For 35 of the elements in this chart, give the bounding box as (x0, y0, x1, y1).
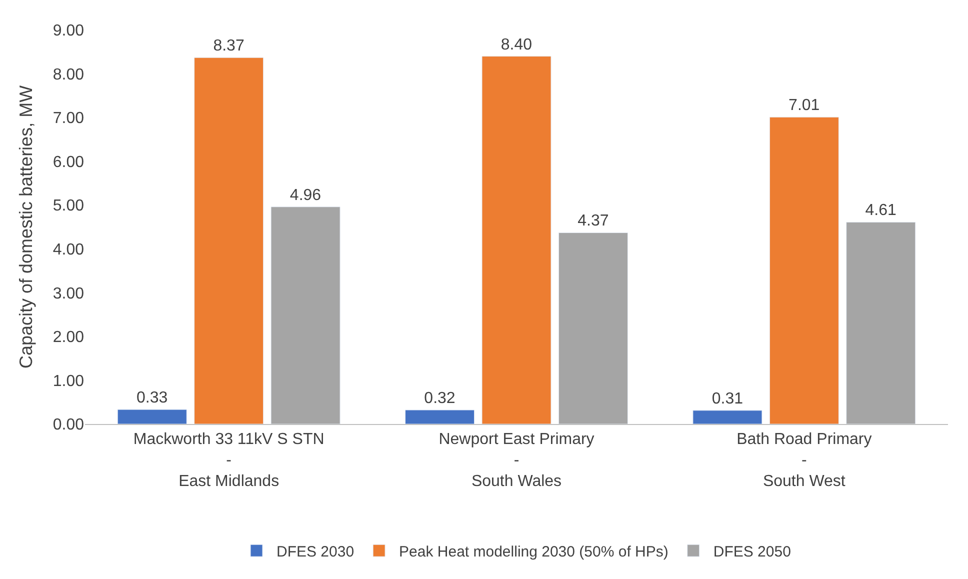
data-label: 8.37 (213, 38, 244, 55)
data-label: 7.01 (788, 97, 820, 114)
data-label: 0.31 (712, 390, 744, 408)
y-tick-label: 2.00 (52, 329, 84, 346)
data-label: 0.32 (424, 390, 456, 407)
data-label: 0.33 (136, 390, 168, 407)
y-tick-label: 5.00 (52, 198, 84, 215)
bar (117, 409, 187, 424)
bar (405, 410, 475, 424)
data-label: 4.96 (290, 186, 322, 204)
y-tick-label: 1.00 (52, 372, 84, 390)
x-tick-label: Bath Road Primary - South West (736, 431, 872, 490)
bar (270, 206, 340, 424)
bar (558, 232, 628, 424)
y-tick-label: 0.00 (52, 416, 84, 434)
bar (692, 410, 762, 424)
y-tick-label: 3.00 (52, 285, 84, 302)
y-tick-label: 4.00 (52, 241, 84, 258)
bar (769, 116, 839, 424)
y-tick-label: 6.00 (52, 154, 84, 171)
bar (846, 222, 916, 424)
data-label: 4.37 (578, 212, 609, 230)
y-tick-label: 9.00 (52, 22, 84, 40)
y-tick-label: 7.00 (52, 110, 84, 128)
legend-label: DFES 2030 (276, 543, 354, 560)
bar (194, 57, 264, 424)
data-label: 8.40 (500, 36, 532, 54)
y-axis-title: Capacity of domestic batteries, MW (16, 85, 36, 369)
legend-label: DFES 2050 (713, 543, 791, 560)
x-tick-label: Mackworth 33 11kV S STN - East Midlands (133, 431, 324, 490)
data-label: 4.61 (865, 202, 896, 220)
legend-label: Peak Heat modelling 2030 (50% of HPs) (399, 543, 668, 560)
x-tick-label: Newport East Primary - South Wales (438, 431, 594, 490)
bar (482, 56, 552, 424)
y-tick-label: 8.00 (52, 66, 84, 84)
